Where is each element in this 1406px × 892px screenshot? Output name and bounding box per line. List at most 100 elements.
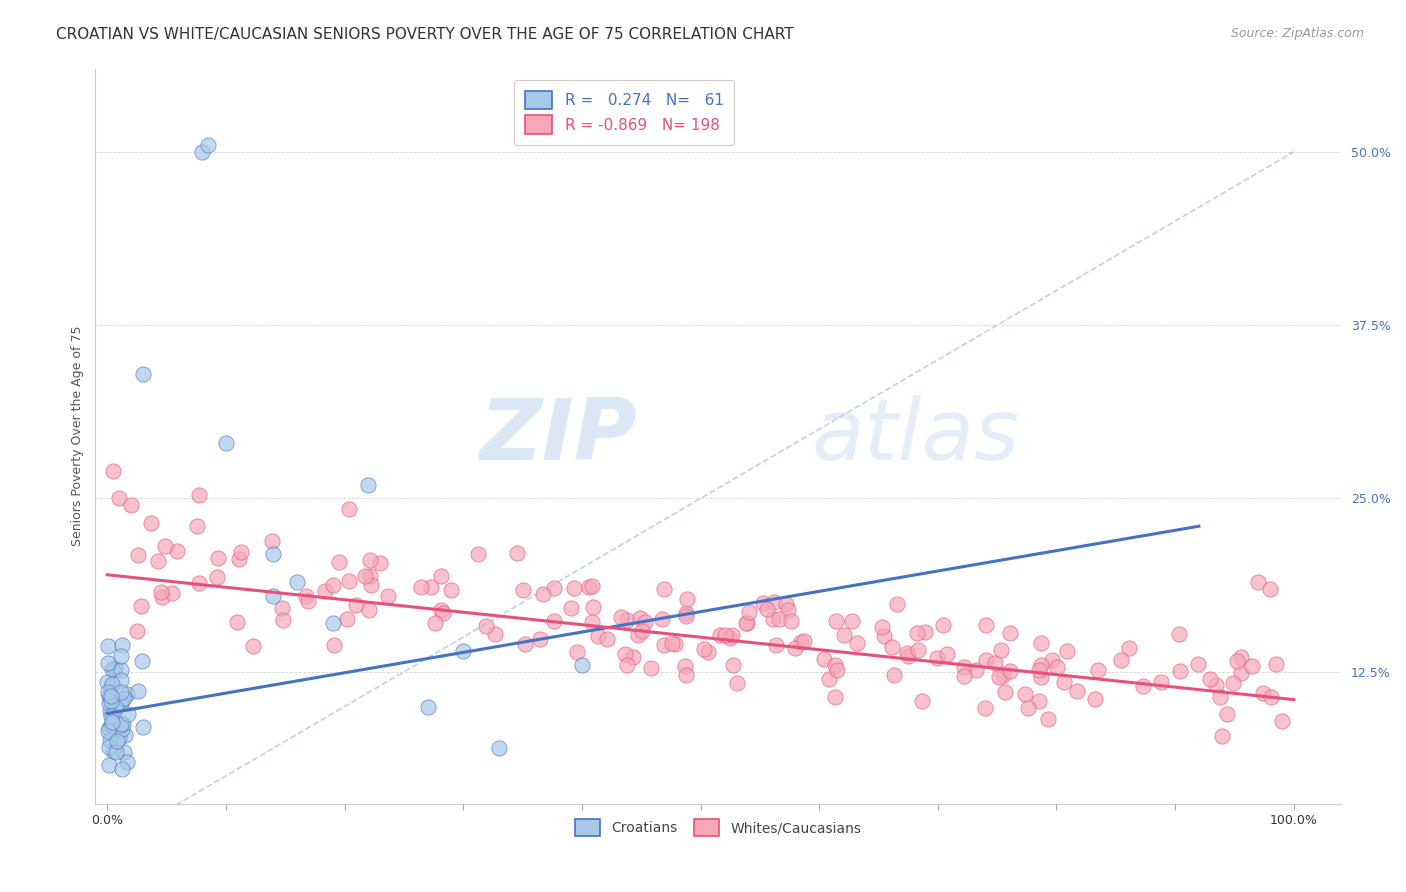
Point — [693, 642, 716, 657]
Point — [925, 650, 948, 665]
Point — [987, 670, 1010, 684]
Point — [581, 615, 603, 629]
Point — [616, 657, 638, 672]
Point — [187, 576, 209, 591]
Point — [1230, 650, 1253, 665]
Point — [776, 602, 799, 616]
Point — [595, 632, 617, 646]
Point — [117, 687, 139, 701]
Point — [111, 762, 134, 776]
Point — [132, 367, 155, 381]
Point — [721, 657, 744, 672]
Point — [762, 612, 785, 626]
Point — [973, 701, 995, 715]
Point — [883, 668, 905, 682]
Point — [1226, 654, 1249, 668]
Point — [1205, 678, 1227, 692]
Point — [1109, 653, 1132, 667]
Point — [1247, 574, 1270, 589]
Point — [229, 545, 252, 559]
Point — [1132, 679, 1154, 693]
Point — [127, 548, 149, 562]
Point — [285, 574, 308, 589]
Point — [872, 629, 894, 643]
Point — [529, 632, 551, 646]
Point — [631, 624, 654, 639]
Point — [98, 732, 121, 747]
Point — [377, 589, 399, 603]
Point — [531, 586, 554, 600]
Point — [661, 636, 683, 650]
Point — [560, 601, 582, 615]
Point — [633, 615, 655, 629]
Point — [98, 704, 121, 718]
Point — [1029, 636, 1052, 650]
Point — [1118, 641, 1140, 656]
Point — [1083, 691, 1105, 706]
Point — [1045, 659, 1067, 673]
Point — [751, 596, 773, 610]
Point — [111, 717, 134, 731]
Point — [1014, 687, 1036, 701]
Point — [354, 568, 377, 582]
Point — [1036, 712, 1059, 726]
Point — [1222, 676, 1244, 690]
Point — [512, 583, 534, 598]
Point — [100, 717, 122, 731]
Point — [357, 603, 380, 617]
Point — [911, 693, 934, 707]
Point — [1211, 729, 1233, 743]
Point — [756, 602, 779, 616]
Point — [108, 491, 131, 506]
Point — [98, 721, 121, 735]
Point — [425, 615, 447, 630]
Point — [880, 640, 903, 654]
Point — [153, 539, 176, 553]
Point — [664, 637, 686, 651]
Point — [101, 677, 124, 691]
Point — [824, 657, 846, 672]
Point — [336, 612, 359, 626]
Point — [813, 652, 835, 666]
Point — [1087, 663, 1109, 677]
Point — [430, 602, 453, 616]
Point — [98, 689, 121, 703]
Point — [262, 534, 284, 549]
Point — [100, 689, 122, 703]
Point — [197, 137, 219, 152]
Point — [97, 696, 120, 710]
Point — [640, 661, 662, 675]
Point — [505, 546, 527, 560]
Point — [96, 675, 118, 690]
Point — [432, 606, 454, 620]
Point — [110, 716, 132, 731]
Point — [628, 610, 651, 624]
Point — [97, 685, 120, 699]
Point — [101, 714, 124, 729]
Point — [907, 643, 929, 657]
Point — [114, 728, 136, 742]
Point — [103, 663, 125, 677]
Point — [416, 699, 439, 714]
Point — [111, 638, 134, 652]
Point — [105, 745, 128, 759]
Point — [578, 580, 600, 594]
Point — [100, 709, 122, 723]
Point — [1187, 657, 1209, 672]
Point — [543, 614, 565, 628]
Point — [101, 464, 124, 478]
Point — [368, 556, 391, 570]
Point — [475, 618, 498, 632]
Point — [451, 644, 474, 658]
Point — [117, 707, 139, 722]
Point — [565, 645, 588, 659]
Point — [271, 600, 294, 615]
Point — [780, 614, 803, 628]
Point — [673, 659, 696, 673]
Point — [841, 614, 863, 628]
Point — [714, 628, 737, 642]
Text: atlas: atlas — [811, 394, 1019, 477]
Point — [582, 600, 605, 615]
Point — [110, 685, 132, 699]
Point — [1216, 707, 1239, 722]
